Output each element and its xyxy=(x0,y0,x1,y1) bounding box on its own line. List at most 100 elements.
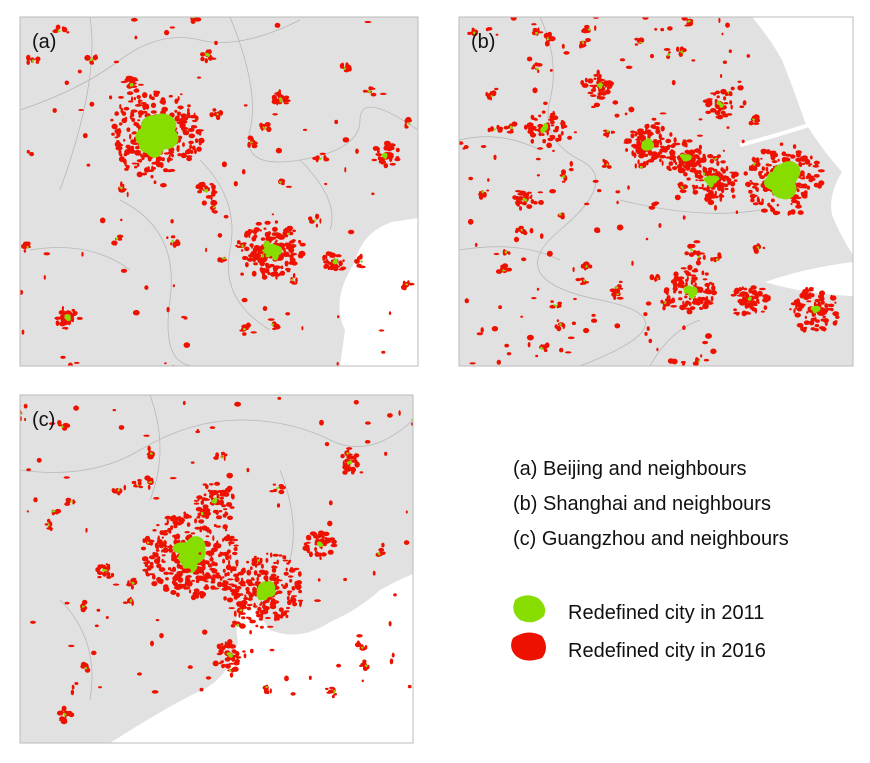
sea xyxy=(752,17,853,255)
urban-patch-2016 xyxy=(682,164,688,169)
urban-patch-2016 xyxy=(583,327,590,334)
urban-patch-2016 xyxy=(216,494,220,499)
urban-patch-2016 xyxy=(203,185,208,188)
urban-patch-2011 xyxy=(223,257,227,260)
urban-patch-2011 xyxy=(242,245,244,248)
urban-patch-2016 xyxy=(710,295,714,302)
urban-patch-2016 xyxy=(638,155,645,159)
urban-patch-2016 xyxy=(655,128,661,135)
urban-patch-2016 xyxy=(708,191,714,196)
urban-patch-2016 xyxy=(645,301,652,306)
urban-patch-2016 xyxy=(110,572,115,578)
urban-patch-2016 xyxy=(212,535,215,542)
urban-patch-2016 xyxy=(531,66,535,70)
urban-patch-2011 xyxy=(614,287,618,289)
urban-patch-2016 xyxy=(273,600,280,604)
urban-patch-2016 xyxy=(189,12,193,16)
urban-patch-2016 xyxy=(389,158,392,163)
urban-patch-2016 xyxy=(615,190,621,194)
urban-patch-2011 xyxy=(752,164,756,166)
urban-patch-2016 xyxy=(112,583,120,586)
urban-patch-2016 xyxy=(526,204,533,210)
urban-patch-2016 xyxy=(743,287,748,291)
urban-patch-2016 xyxy=(692,189,699,195)
urban-patch-2016 xyxy=(504,343,510,348)
urban-patch-2016 xyxy=(115,145,123,151)
urban-patch-2016 xyxy=(549,135,554,138)
urban-patch-2011 xyxy=(243,328,246,331)
urban-patch-2016 xyxy=(256,573,262,578)
urban-patch-2016 xyxy=(689,306,696,311)
urban-patch-2016 xyxy=(287,590,293,593)
urban-patch-2016 xyxy=(648,338,653,344)
urban-patch-2016 xyxy=(205,676,212,680)
urban-patch-2016 xyxy=(33,497,38,503)
urban-patch-2016 xyxy=(64,80,70,86)
urban-patch-2016 xyxy=(220,490,223,496)
urban-patch-2016 xyxy=(557,301,562,305)
urban-patch-2016 xyxy=(241,297,248,303)
urban-patch-2016 xyxy=(770,198,775,203)
urban-patch-2016 xyxy=(722,60,728,64)
urban-patch-2016 xyxy=(752,202,759,206)
urban-patch-2016 xyxy=(560,131,564,136)
urban-patch-2016 xyxy=(137,479,142,482)
urban-patch-2016 xyxy=(124,78,129,83)
urban-patch-2016 xyxy=(819,290,825,297)
urban-patch-2016 xyxy=(126,127,131,132)
urban-patch-2016 xyxy=(781,156,788,163)
urban-patch-2016 xyxy=(624,112,628,116)
urban-patch-2011 xyxy=(52,510,56,513)
urban-patch-2016 xyxy=(212,660,219,667)
urban-patch-2016 xyxy=(628,106,635,113)
urban-patch-2016 xyxy=(664,287,670,293)
urban-patch-2016 xyxy=(163,530,169,533)
urban-patch-2016 xyxy=(190,125,198,129)
urban-patch-2016 xyxy=(244,246,250,252)
urban-patch-2016 xyxy=(247,257,253,262)
urban-patch-2016 xyxy=(692,184,695,191)
urban-patch-2016 xyxy=(267,231,272,236)
urban-patch-2016 xyxy=(191,579,195,583)
urban-patch-2016 xyxy=(118,96,124,99)
urban-patch-2016 xyxy=(63,718,68,723)
urban-patch-2011 xyxy=(237,625,240,627)
urban-patch-2011 xyxy=(752,118,755,121)
urban-patch-2016 xyxy=(537,69,540,74)
urban-patch-2016 xyxy=(148,539,155,543)
urban-patch-2016 xyxy=(714,204,717,211)
urban-patch-2016 xyxy=(793,299,799,305)
urban-patch-2016 xyxy=(708,169,712,173)
urban-patch-2016 xyxy=(323,260,330,264)
urban-patch-2011 xyxy=(520,228,523,231)
urban-patch-2016 xyxy=(217,257,222,263)
urban-patch-2016 xyxy=(262,306,268,311)
urban-patch-2011 xyxy=(178,550,200,565)
urban-patch-2016 xyxy=(63,476,70,479)
urban-patch-2016 xyxy=(148,555,156,560)
urban-patch-2016 xyxy=(125,164,130,169)
urban-patch-2016 xyxy=(822,318,829,323)
urban-patch-2016 xyxy=(532,27,538,32)
urban-patch-2016 xyxy=(203,560,210,565)
urban-patch-2016 xyxy=(210,580,216,584)
urban-patch-2016 xyxy=(718,17,721,24)
urban-patch-2016 xyxy=(384,451,388,456)
urban-patch-2016 xyxy=(123,138,126,142)
urban-patch-2016 xyxy=(134,149,141,156)
urban-patch-2016 xyxy=(227,515,233,520)
urban-patch-2016 xyxy=(20,289,24,295)
urban-patch-2016 xyxy=(201,497,206,501)
urban-patch-2016 xyxy=(537,147,544,150)
urban-patch-2016 xyxy=(712,92,717,96)
urban-patch-2016 xyxy=(46,527,54,530)
urban-patch-2016 xyxy=(686,309,693,315)
urban-patch-2016 xyxy=(193,499,199,502)
urban-patch-2016 xyxy=(168,94,173,98)
urban-patch-2016 xyxy=(790,202,793,206)
urban-patch-2016 xyxy=(102,571,107,577)
urban-patch-2016 xyxy=(377,156,381,161)
urban-patch-2016 xyxy=(212,587,220,590)
urban-patch-2016 xyxy=(251,577,254,581)
urban-patch-2016 xyxy=(203,585,210,591)
